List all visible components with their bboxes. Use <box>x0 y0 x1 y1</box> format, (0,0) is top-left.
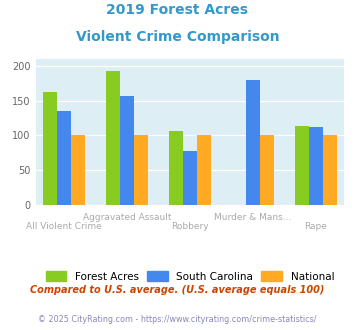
Bar <box>323 135 337 205</box>
Bar <box>197 135 211 205</box>
Text: All Violent Crime: All Violent Crime <box>26 222 102 231</box>
Bar <box>134 135 148 205</box>
Text: Compared to U.S. average. (U.S. average equals 100): Compared to U.S. average. (U.S. average … <box>30 285 325 295</box>
Bar <box>120 96 134 205</box>
Bar <box>169 131 183 205</box>
Bar <box>260 135 274 205</box>
Bar <box>57 111 71 205</box>
Text: Aggravated Assault: Aggravated Assault <box>83 213 171 222</box>
Text: Murder & Mans...: Murder & Mans... <box>214 213 292 222</box>
Bar <box>246 80 260 205</box>
Text: © 2025 CityRating.com - https://www.cityrating.com/crime-statistics/: © 2025 CityRating.com - https://www.city… <box>38 315 317 324</box>
Text: Rape: Rape <box>305 222 327 231</box>
Bar <box>295 126 309 205</box>
Bar <box>71 135 84 205</box>
Bar <box>106 71 120 205</box>
Text: Robbery: Robbery <box>171 222 209 231</box>
Bar <box>309 127 323 205</box>
Text: Violent Crime Comparison: Violent Crime Comparison <box>76 30 279 44</box>
Bar <box>183 151 197 205</box>
Text: 2019 Forest Acres: 2019 Forest Acres <box>106 3 248 17</box>
Bar <box>43 92 57 205</box>
Legend: Forest Acres, South Carolina, National: Forest Acres, South Carolina, National <box>45 271 334 281</box>
